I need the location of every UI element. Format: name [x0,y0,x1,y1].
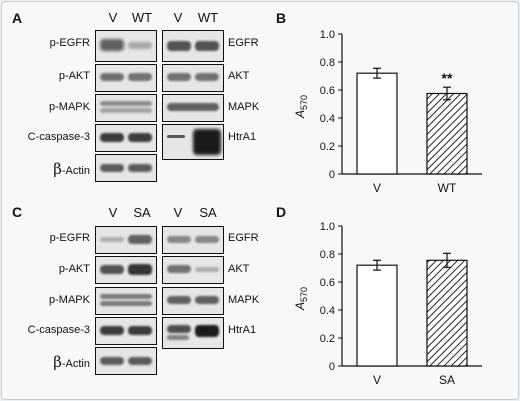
chart-b-category-label-0: V [373,181,381,195]
chart-b-significance-1: ** [442,70,453,86]
chart-d-ylabel-sub: 570 [299,287,309,302]
panel-c-row-mapk: MAPK [228,294,260,306]
panel-c-blot-c-caspase-3 [95,317,157,345]
panel-a-label: A [12,10,23,26]
panel-c-row-beta-actin: β-Actin [10,353,90,371]
panel-c-right-lane-v: V [173,205,183,220]
chart-b-ytick-label-2: 0.4 [320,113,335,125]
panel-a-blot-mapk [162,94,224,122]
chart-b-ytick-label-5: 1.0 [320,29,335,41]
panel-a-row-mapk: MAPK [228,101,260,113]
panel-a-row-beta-actin: β-Actin [10,160,90,178]
panel-c-row-htra1: HtrA1 [228,324,257,336]
panel-a-row-p-akt: p-AKT [58,70,90,82]
chart-d-ylabel: A570 [293,287,309,311]
panel-a-right-lane-wt: WT [197,10,219,25]
panel-d-label: D [276,204,287,220]
panel-a-row-actin-text: -Actin [61,165,90,177]
chart-d-ytick-label-4: 0.8 [320,249,335,261]
panel-c-row-egfr: EGFR [228,232,259,244]
panel-a-blot-htra1 [162,124,224,160]
chart-d-ytick-label-0: 0 [329,361,335,373]
panel-c-row-p-mapk: p-MAPK [49,294,90,306]
panel-c-blot-beta-actin [95,347,157,375]
beta-symbol: β [53,160,62,178]
panel-a-row-egfr: EGFR [228,37,259,49]
panel-a-row-htra1: HtrA1 [228,131,257,143]
chart-b-ylabel: A570 [293,95,309,119]
chart-b-ylabel-main: A [293,110,307,119]
chart-b-ylabel-sub: 570 [299,95,309,110]
panel-c-lane-sa: SA [133,205,151,220]
panel-a-blot-egfr [162,30,224,62]
panel-c-row-p-egfr: p-EGFR [49,232,90,244]
panel-c-blot-p-akt [95,256,157,284]
chart-d-category-label-1: SA [439,373,455,387]
chart-b-ytick-label-0: 0 [329,169,335,181]
panel-a-right-lane-v: V [173,10,183,25]
chart-d-category-label-0: V [373,373,381,387]
chart-b-ytick-label-1: 0.2 [320,141,335,153]
chart-d-bar-sa [426,259,468,367]
panel-a-blot-p-egfr [95,30,157,62]
panel-a-blot-c-caspase-3 [95,124,157,152]
panel-c-right-lane-sa: SA [199,205,217,220]
chart-b-bar-v [356,72,398,175]
panel-c-blot-htra1 [162,317,224,349]
chart-d-ylabel-main: A [293,302,307,311]
panel-c-blot-mapk [162,287,224,315]
panel-a-row-p-egfr: p-EGFR [49,37,90,49]
chart-d-bar-v [356,264,398,367]
panel-a-lane-v: V [108,10,118,25]
panel-a-row-akt: AKT [228,70,250,82]
panel-c-blot-p-egfr [95,226,157,254]
chart-d-ytick-label-1: 0.2 [320,333,335,345]
chart-d-ytick-label-2: 0.4 [320,305,335,317]
chart-b-category-label-1: WT [438,181,457,195]
chart-d-ytick-label-3: 0.6 [320,277,335,289]
beta-symbol: β [53,353,62,371]
panel-a-lane-wt: WT [131,10,153,25]
panel-c-row-c-caspase-3: C-caspase-3 [27,324,90,336]
chart-d-ytick-label-5: 1.0 [320,221,335,233]
panel-a-row-p-mapk: p-MAPK [49,101,90,113]
panel-c-lane-v: V [108,205,118,220]
chart-b-ytick-label-4: 0.8 [320,57,335,69]
panel-c-blot-akt [162,256,224,284]
chart-b: 0 0.2 0.4 0.6 0.8 1.0 A570 V ** WT [293,29,482,195]
panel-a-blot-p-mapk [95,94,157,122]
panel-c-row-akt: AKT [228,263,250,275]
chart-b-ytick-label-3: 0.6 [320,85,335,97]
panel-c-blot-p-mapk [95,287,157,315]
panel-a-blot-p-akt [95,64,157,92]
chart-b-bar-wt [426,92,468,175]
panel-a-blot-akt [162,64,224,92]
chart-d: 0 0.2 0.4 0.6 0.8 1.0 A570 V SA [293,221,482,387]
panel-c-row-p-akt: p-AKT [58,263,90,275]
panel-c-label: C [12,204,23,220]
panel-a-row-c-caspase-3: C-caspase-3 [27,131,90,143]
panel-c-row-actin-text: -Actin [61,358,90,370]
panel-c-blot-egfr [162,226,224,254]
panel-b-label: B [276,10,287,26]
panel-a-blot-beta-actin [95,154,157,182]
